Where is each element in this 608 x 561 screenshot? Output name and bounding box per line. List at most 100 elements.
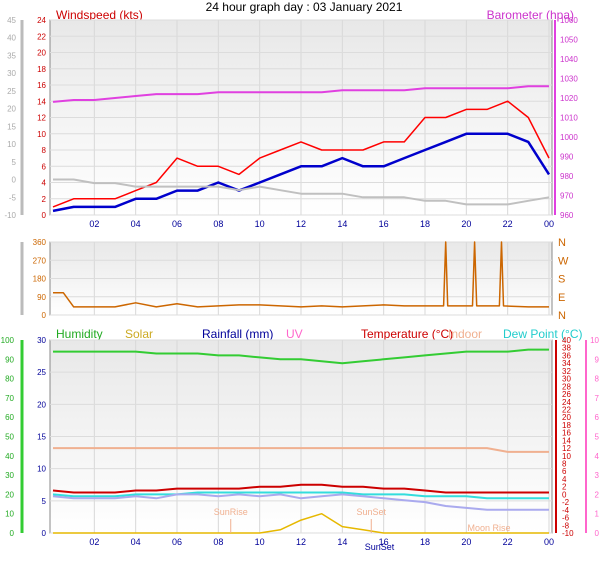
direction-tick-label: 270 — [33, 256, 47, 265]
temp-tick-label: 36 — [562, 351, 571, 360]
uv-tick-label: 9 — [595, 355, 600, 364]
direction-tick-label: 0 — [42, 311, 47, 320]
humidity-tick-label: 70 — [5, 394, 14, 403]
temp-tick-label: -2 — [562, 498, 570, 507]
time-tick-label: 10 — [255, 537, 265, 547]
temp-tick-label: -4 — [562, 506, 570, 515]
temp-tick-label: 38 — [562, 344, 571, 353]
outer-tick-label: 5 — [12, 158, 17, 167]
time-tick-label: 00 — [544, 537, 554, 547]
windspeed-label: Windspeed (kts) — [56, 8, 143, 22]
time-tick-label: 08 — [213, 537, 223, 547]
outer-tick-label: 15 — [7, 122, 16, 131]
uv-tick-label: 10 — [590, 336, 599, 345]
compass-tick-label: E — [558, 292, 565, 304]
outer-tick-label: 25 — [7, 87, 16, 96]
outer-tick-label: -5 — [9, 193, 17, 202]
annotation-label: SunRise — [214, 507, 248, 517]
uv-tick-label: 1 — [595, 510, 600, 519]
time-tick-label: 22 — [503, 219, 513, 229]
time-tick-label: 16 — [379, 537, 389, 547]
windspeed-tick-label: 4 — [42, 179, 47, 188]
outer-tick-label: -10 — [4, 211, 16, 220]
series-solar — [53, 512, 549, 534]
rain-tick-label: 15 — [37, 433, 46, 442]
barometer-tick-label: 1060 — [560, 16, 578, 25]
windspeed-tick-label: 2 — [42, 195, 47, 204]
windspeed-tick-label: 8 — [42, 146, 47, 155]
legend-uv: UV — [286, 327, 303, 341]
uv-tick-label: 0 — [595, 529, 600, 538]
outer-tick-label: 45 — [7, 16, 16, 25]
rain-tick-label: 0 — [42, 529, 47, 538]
temp-tick-label: 16 — [562, 429, 571, 438]
series-temperature-c- — [52, 483, 549, 494]
rain-tick-label: 25 — [37, 368, 46, 377]
windspeed-tick-label: 18 — [37, 65, 46, 74]
temp-tick-label: 34 — [562, 359, 571, 368]
temp-tick-label: 14 — [562, 436, 571, 445]
time-tick-label: 16 — [379, 219, 389, 229]
temp-tick-label: 20 — [562, 413, 571, 422]
time-tick-label: 20 — [461, 219, 471, 229]
compass-tick-label: N — [558, 310, 566, 322]
windspeed-tick-label: 12 — [37, 114, 46, 123]
series-wind-direction — [53, 241, 549, 308]
time-tick-label: 04 — [131, 537, 141, 547]
time-tick-label: 14 — [337, 537, 347, 547]
temp-tick-label: 26 — [562, 390, 571, 399]
humidity-tick-label: 40 — [5, 452, 14, 461]
barometer-tick-label: 970 — [560, 192, 574, 201]
rain-tick-label: 30 — [37, 336, 46, 345]
uv-tick-label: 8 — [595, 375, 600, 384]
legend-solar: Solar — [125, 327, 154, 341]
series-wind-avg — [52, 132, 551, 213]
outer-tick-label: 35 — [7, 51, 16, 60]
series-uv — [52, 493, 549, 511]
series-dew-point-c- — [52, 491, 549, 500]
rain-tick-label: 20 — [37, 400, 46, 409]
temp-tick-label: 24 — [562, 398, 571, 407]
temp-tick-label: 6 — [562, 467, 567, 476]
legend-temperature: Temperature (°C) — [361, 327, 454, 341]
barometer-tick-label: 1050 — [560, 36, 578, 45]
temp-tick-label: 12 — [562, 444, 571, 453]
compass-tick-label: W — [558, 255, 569, 267]
humidity-tick-label: 30 — [5, 471, 14, 480]
series-windspeed — [52, 100, 550, 208]
uv-tick-label: 4 — [595, 452, 600, 461]
time-tick-label: 04 — [131, 219, 141, 229]
temp-tick-label: 0 — [562, 490, 567, 499]
outer-tick-label: 0 — [12, 176, 17, 185]
windspeed-tick-label: 20 — [37, 49, 46, 58]
humidity-tick-label: 20 — [5, 490, 14, 499]
time-tick-label: 06 — [172, 219, 182, 229]
outer-tick-label: 40 — [7, 34, 16, 43]
windspeed-tick-label: 16 — [37, 81, 46, 90]
barometer-tick-label: 980 — [560, 172, 574, 181]
humidity-tick-label: 10 — [5, 510, 14, 519]
uv-tick-label: 3 — [595, 471, 600, 480]
temp-tick-label: 22 — [562, 405, 571, 414]
barometer-label: Barometer (hpa) — [486, 8, 574, 22]
barometer-tick-label: 1040 — [560, 55, 578, 64]
time-tick-label: 06 — [172, 537, 182, 547]
uv-tick-label: 2 — [595, 490, 600, 499]
time-tick-label: 12 — [296, 537, 306, 547]
time-tick-label: 18 — [420, 219, 430, 229]
temp-tick-label: -6 — [562, 514, 570, 523]
legend-rainfall: Rainfall (mm) — [202, 327, 274, 341]
series-barometer — [52, 85, 549, 103]
legend-humidity: Humidity — [56, 327, 103, 341]
time-tick-label: 10 — [255, 219, 265, 229]
direction-tick-label: 90 — [37, 293, 46, 302]
time-tick-label: 12 — [296, 219, 306, 229]
temp-tick-label: 32 — [562, 367, 571, 376]
barometer-tick-label: 1010 — [560, 114, 578, 123]
graph-title: 24 hour graph day : 03 January 2021 — [205, 0, 403, 14]
barometer-tick-label: 1030 — [560, 75, 578, 84]
temp-tick-label: 18 — [562, 421, 571, 430]
windspeed-tick-label: 22 — [37, 32, 46, 41]
